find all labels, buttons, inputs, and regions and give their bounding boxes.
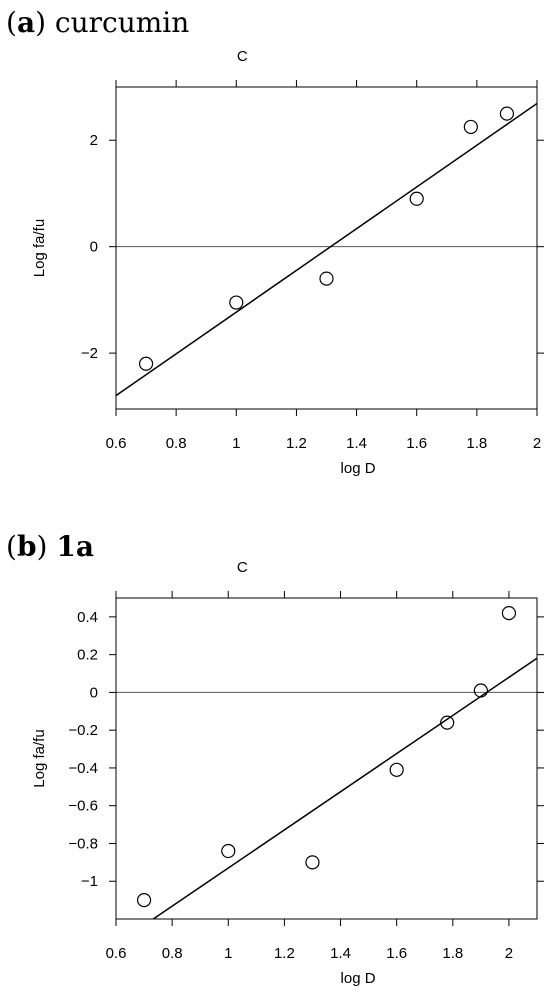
y-axis-label: Log fa/fu: [31, 219, 48, 277]
data-point: [501, 606, 517, 621]
data-point: [463, 119, 478, 135]
y-tick-label: 0.2: [77, 647, 98, 664]
x-tick-label: 0.6: [106, 945, 127, 962]
fit-line: [116, 102, 537, 397]
x-tick-label: 1.8: [442, 945, 463, 962]
data-point: [473, 683, 488, 698]
panel-b-letter: b: [17, 530, 37, 563]
chart-b: C 0.6 0.8 1 1.2 1.4 1.6 1.8 2 −1 −0.8 −0.6 −0.4 −0.2 0…: [31, 559, 544, 987]
data-point: [319, 271, 334, 286]
y-tick-label: −0.6: [68, 798, 98, 815]
x-tick-label: 1.6: [406, 435, 427, 452]
y-tick-label: −0.8: [68, 835, 98, 852]
fit-line: [151, 657, 537, 919]
plot-frame: [115, 86, 538, 410]
y-tick-label: 2: [90, 132, 98, 149]
chart-title: C: [237, 559, 248, 576]
x-tick-label: 0.8: [166, 435, 187, 452]
y-tick-label: −0.2: [68, 722, 98, 739]
chart-a: C 0.6 0.8 1 1.2 1.4 1.6 1.8 2 −2 0 2 log D Log fa/fu: [31, 48, 544, 477]
panel-a-letter: a: [17, 6, 35, 39]
data-point: [389, 762, 404, 777]
panel-b-name: 1a: [56, 530, 94, 563]
plot-frame: [115, 597, 538, 920]
x-tick-label: 0.8: [162, 945, 183, 962]
y-tick-label: −0.4: [68, 760, 98, 777]
data-point: [499, 106, 515, 121]
y-axis-label: Log fa/fu: [31, 729, 48, 787]
y-tick-label: 0: [90, 239, 98, 256]
x-tick-label: 1.8: [466, 435, 487, 452]
x-tick-label: 2: [533, 435, 541, 452]
x-tick-label: 2: [505, 945, 513, 962]
data-point: [229, 295, 244, 310]
x-tick-label: 0.6: [106, 435, 127, 452]
data-point: [305, 855, 320, 870]
y-tick-label: −2: [81, 345, 98, 362]
chart-title: C: [237, 48, 248, 65]
x-tick-label: 1.4: [330, 945, 351, 962]
panel-a-name: curcumin: [55, 6, 189, 39]
data-point: [409, 191, 424, 206]
y-tick-label: 0.4: [77, 609, 98, 626]
y-tick-label: 0: [90, 684, 98, 701]
data-point: [221, 843, 236, 859]
x-axis-label: log D: [341, 970, 376, 987]
x-tick-label: 1.6: [386, 945, 407, 962]
data-point: [136, 893, 152, 908]
x-tick-label: 1.4: [346, 435, 367, 452]
panel-b-label: (b) 1a: [6, 530, 94, 563]
panel-a-label: (a) curcumin: [6, 6, 189, 39]
x-tick-label: 1: [232, 435, 240, 452]
x-tick-label: 1.2: [274, 945, 295, 962]
data-point: [440, 715, 455, 730]
x-tick-label: 1.2: [286, 435, 307, 452]
data-point: [138, 356, 154, 371]
y-tick-label: −1: [81, 873, 98, 890]
x-axis-label: log D: [341, 460, 376, 477]
x-tick-label: 1: [224, 945, 232, 962]
